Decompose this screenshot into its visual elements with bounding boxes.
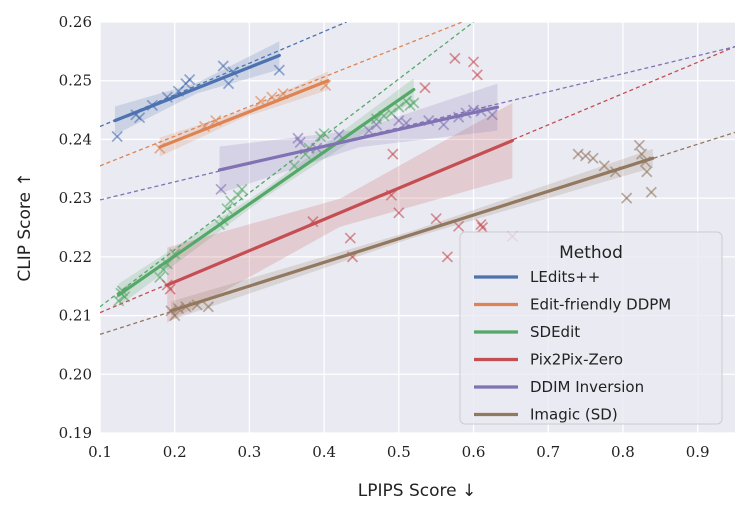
imagic-sd-legend-label: Imagic (SD) xyxy=(530,406,618,424)
imagic-sd-data-point xyxy=(645,186,657,198)
x-tick-label: 0.5 xyxy=(387,443,411,461)
sdedit-data-point xyxy=(232,189,244,201)
pix2pix-zero-data-point xyxy=(393,207,405,219)
pix2pix-zero-data-point xyxy=(467,56,480,68)
imagic-sd-data-point xyxy=(202,301,214,313)
pix2pix-zero-data-point xyxy=(475,218,487,231)
ddim-inversion-fit-line xyxy=(217,105,500,172)
pix2pix-zero-data-point xyxy=(430,213,442,225)
y-tick-label: 0.25 xyxy=(59,72,92,90)
pix2pix-zero-data-point xyxy=(452,220,465,232)
imagic-sd-data-point xyxy=(598,160,610,172)
y-tick-label: 0.20 xyxy=(59,365,92,383)
pix2pix-zero-data-point xyxy=(471,69,483,81)
ledits-data-point xyxy=(217,60,229,72)
sdedit-data-point xyxy=(221,203,233,215)
x-axis-label: LPIPS Score ↓ xyxy=(358,481,476,501)
pix2pix-zero-data-point xyxy=(387,148,399,160)
edit-friendly-ddpm-extrapolation-line xyxy=(100,22,463,167)
imagic-sd-fit-line xyxy=(169,156,655,313)
y-tick-label: 0.22 xyxy=(59,248,92,266)
edit-friendly-ddpm-fit-line xyxy=(158,79,330,149)
sdedit-data-point xyxy=(318,127,330,140)
y-tick-labels: 0.19 0.20 0.21 0.22 0.23 0.24 0.25 0.26 xyxy=(59,13,92,442)
ledits-data-point xyxy=(273,64,285,76)
ledits-fit-line xyxy=(113,53,281,123)
ledits-data-point xyxy=(222,78,235,90)
imagic-sd-data-point xyxy=(621,192,633,204)
ledits-data-point xyxy=(133,112,146,124)
pix2pix-zero-data-point xyxy=(441,251,453,263)
x-tick-label: 0.1 xyxy=(88,443,112,461)
pix2pix-zero-data-point xyxy=(476,221,489,234)
ddim-inversion-data-point xyxy=(393,115,405,127)
ddim-inversion-data-point xyxy=(294,136,306,148)
ddim-inversion-data-point xyxy=(370,119,383,131)
x-tick-label: 0.9 xyxy=(686,443,710,461)
ledits-data-point xyxy=(111,130,123,143)
ledits-data-point xyxy=(184,73,196,86)
imagic-sd-data-point xyxy=(579,150,592,162)
imagic-sd-data-point xyxy=(641,166,653,178)
sdedit-data-point xyxy=(225,195,237,207)
y-tick-label: 0.21 xyxy=(59,307,92,325)
pix2pix-zero-fit-line xyxy=(165,139,514,287)
pix2pix-zero-legend-label: Pix2Pix-Zero xyxy=(530,351,623,369)
sdedit-data-point xyxy=(404,99,416,111)
legend-title: Method xyxy=(559,243,623,263)
x-tick-label: 0.7 xyxy=(536,443,560,461)
ddim-inversion-data-point xyxy=(486,109,498,121)
sdedit-fit-line xyxy=(117,87,416,297)
sdedit-data-point xyxy=(236,183,248,195)
imagic-sd-data-point xyxy=(633,139,645,151)
y-tick-label: 0.23 xyxy=(59,189,92,207)
x-tick-label: 0.3 xyxy=(237,443,261,461)
imagic-sd-data-point xyxy=(587,152,599,164)
x-tick-label: 0.4 xyxy=(312,443,336,461)
sdedit-legend-label: SDEdit xyxy=(530,323,580,341)
y-tick-label: 0.19 xyxy=(59,424,92,442)
x-tick-label: 0.6 xyxy=(462,443,486,461)
x-tick-labels: 0.1 0.2 0.3 0.4 0.5 0.6 0.7 0.8 0.9 xyxy=(88,443,710,461)
legend-box xyxy=(459,231,723,425)
ddim-inversion-extrapolation-line xyxy=(100,46,735,201)
imagic-sd-data-point xyxy=(636,148,648,160)
fit-lines xyxy=(113,53,655,313)
pix2pix-zero-data-point xyxy=(449,52,461,65)
y-tick-label: 0.24 xyxy=(59,130,92,148)
ddim-inversion-data-point xyxy=(215,183,227,195)
legend-items: LEdits++ Edit-friendly DDPM SDEdit Pix2Pix-… xyxy=(474,268,671,424)
legend: Method LEdits++ Edit-friendly DDPM SDEdit P… xyxy=(459,231,723,425)
ledits-legend-label: LEdits++ xyxy=(530,268,600,286)
edit-friendly-ddpm-legend-label: Edit-friendly DDPM xyxy=(530,296,671,314)
ddim-inversion-legend-label: DDIM Inversion xyxy=(530,378,644,396)
sdedit-data-point xyxy=(113,295,125,307)
pix2pix-zero-data-point xyxy=(419,82,431,94)
x-tick-label: 0.8 xyxy=(611,443,635,461)
y-tick-label: 0.26 xyxy=(59,13,92,31)
pix2pix-zero-data-point xyxy=(344,232,356,244)
y-axis-label: CLIP Score ↑ xyxy=(15,172,35,281)
x-tick-label: 0.2 xyxy=(163,443,187,461)
